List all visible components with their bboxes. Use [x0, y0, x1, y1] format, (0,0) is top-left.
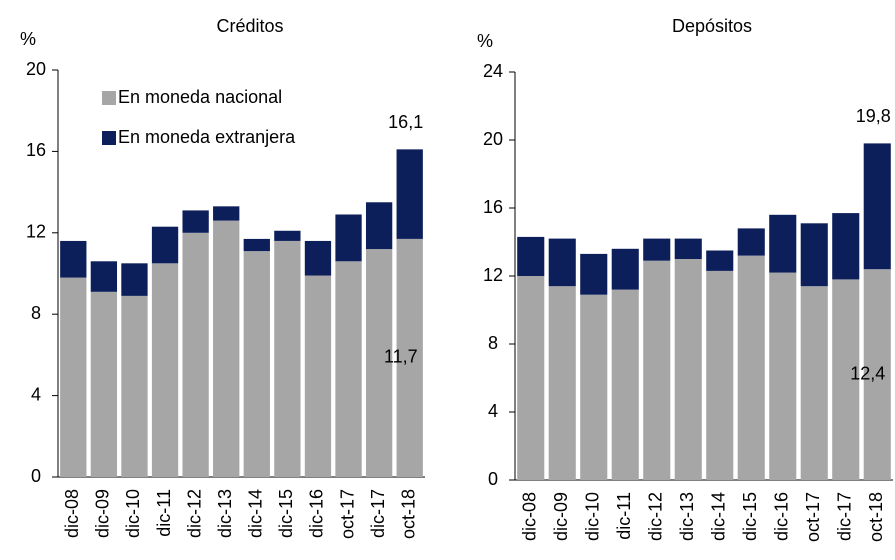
x-tick-label: dic-15: [276, 489, 296, 538]
x-tick-label: dic-16: [772, 492, 792, 541]
x-tick-label: oct-17: [803, 492, 823, 542]
bar-segment: [832, 213, 860, 280]
legend-label: En moneda extranjera: [118, 127, 296, 147]
bar-segment: [182, 210, 209, 233]
legend-label: En moneda nacional: [118, 87, 282, 107]
annotation: 11,7: [384, 347, 418, 367]
x-tick-label: dic-17: [835, 492, 855, 541]
x-tick-label: dic-15: [740, 492, 760, 541]
bar-segment: [737, 228, 765, 256]
y-tick-label: 0: [31, 466, 41, 486]
y-tick-label: 12: [26, 222, 46, 242]
x-tick-label: dic-10: [583, 492, 603, 541]
bar-segment: [832, 279, 860, 480]
annotation: 12,4: [850, 363, 885, 383]
bar-segment: [304, 240, 332, 276]
bar-segment: [548, 286, 576, 480]
bar-segment: [706, 270, 734, 480]
x-tick-label: oct-18: [398, 489, 418, 539]
bar-segment: [706, 250, 734, 271]
x-tick-label: dic-13: [677, 492, 697, 541]
bar-segment: [335, 214, 362, 262]
annotation: 19,8: [856, 106, 891, 126]
bar-segment: [121, 263, 148, 296]
bar-segment: [151, 226, 179, 264]
bar-segment: [60, 277, 87, 477]
bar-segment: [863, 269, 891, 480]
bar-segment: [863, 143, 891, 270]
bar-segment: [274, 240, 301, 477]
bar-segment: [737, 255, 765, 480]
bar-segment: [580, 253, 608, 295]
x-tick-label: dic-08: [62, 489, 82, 538]
bar-segment: [674, 259, 702, 480]
bar-segment: [548, 238, 576, 287]
bar-segment: [274, 230, 301, 241]
bar-segment: [121, 295, 148, 477]
y-tick-label: 4: [31, 384, 41, 404]
x-tick-label: dic-09: [93, 489, 113, 538]
y-tick-label: 0: [488, 469, 498, 489]
x-tick-label: dic-13: [215, 489, 235, 538]
bar-segment: [580, 294, 608, 480]
x-tick-label: dic-10: [123, 489, 143, 538]
y-tick-label: 20: [26, 59, 46, 79]
bar-segment: [365, 249, 393, 477]
bar-segment: [90, 261, 118, 292]
y-tick-label: 4: [488, 401, 498, 421]
x-tick-label: dic-11: [614, 492, 634, 540]
bar-segment: [769, 272, 797, 480]
bar-segment: [151, 263, 179, 477]
x-tick-label: dic-09: [551, 492, 571, 541]
x-tick-label: dic-12: [184, 489, 204, 538]
bar-segment: [213, 206, 240, 221]
y-tick-label: 8: [488, 333, 498, 353]
bar-segment: [335, 261, 362, 477]
y-tick-label: 20: [483, 129, 503, 149]
bar-segment: [800, 223, 828, 287]
x-tick-label: dic-14: [709, 492, 729, 541]
x-tick-label: dic-14: [246, 489, 266, 538]
x-tick-label: oct-17: [337, 489, 357, 539]
y-tick-label: 16: [26, 140, 46, 160]
bar-segment: [517, 236, 545, 276]
legend-swatch: [102, 131, 116, 145]
y-tick-label: 8: [31, 303, 41, 323]
bar-segment: [243, 238, 270, 252]
x-tick-label: dic-17: [368, 489, 388, 538]
y-tick-label: 16: [483, 197, 503, 217]
bar-segment: [800, 286, 828, 480]
legend-swatch: [102, 91, 116, 105]
bar-segment: [365, 202, 393, 250]
bar-segment: [304, 275, 332, 477]
chart-title: Créditos: [216, 16, 283, 36]
x-tick-label: dic-11: [154, 489, 174, 537]
x-tick-label: oct-18: [866, 492, 886, 542]
bar-segment: [674, 238, 702, 259]
x-tick-label: dic-16: [307, 489, 327, 538]
x-tick-label: dic-12: [646, 492, 666, 541]
chart-title: Depósitos: [672, 16, 752, 36]
bar-segment: [396, 238, 423, 477]
bar-segment: [213, 220, 240, 477]
bar-segment: [643, 238, 671, 261]
annotation: 16,1: [388, 112, 423, 132]
x-tick-label: dic-08: [520, 492, 540, 541]
bar-segment: [182, 232, 209, 477]
bar-segment: [517, 276, 545, 480]
bar-segment: [611, 289, 639, 480]
bar-segment: [611, 248, 639, 290]
bar-segment: [396, 149, 423, 239]
y-axis-label: %: [20, 29, 36, 49]
y-tick-label: 24: [483, 61, 503, 81]
bar-segment: [243, 251, 270, 477]
y-axis-label: %: [477, 31, 493, 51]
bar-segment: [643, 260, 671, 480]
bar-segment: [769, 214, 797, 273]
bar-segment: [90, 291, 118, 477]
bar-segment: [60, 240, 87, 278]
y-tick-label: 12: [483, 265, 503, 285]
